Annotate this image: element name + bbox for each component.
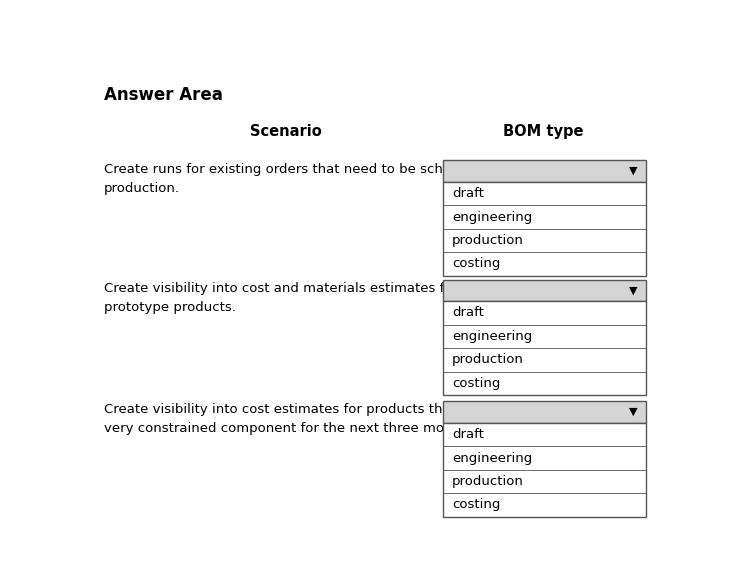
Text: Scenario: Scenario	[251, 123, 322, 139]
Text: costing: costing	[452, 377, 500, 390]
Bar	[444, 301, 646, 395]
Text: draft: draft	[452, 428, 483, 441]
Text: production: production	[452, 475, 524, 488]
Text: Create visibility into cost estimates for products that use a
very constrained c: Create visibility into cost estimates fo…	[103, 402, 496, 435]
Text: BOM type: BOM type	[503, 123, 584, 139]
Bar	[444, 182, 646, 276]
Text: ▼: ▼	[629, 285, 638, 295]
Text: costing: costing	[452, 257, 500, 270]
Text: engineering: engineering	[452, 330, 532, 343]
Text: production: production	[452, 353, 524, 366]
Text: Create runs for existing orders that need to be scheduled for
production.: Create runs for existing orders that nee…	[103, 163, 511, 195]
Text: engineering: engineering	[452, 452, 532, 464]
Bar	[444, 280, 646, 301]
Text: ▼: ▼	[629, 166, 638, 176]
Text: draft: draft	[452, 187, 483, 200]
Text: Answer Area: Answer Area	[103, 86, 223, 104]
Text: costing: costing	[452, 498, 500, 511]
Text: production: production	[452, 234, 524, 247]
Text: draft: draft	[452, 307, 483, 319]
Bar	[444, 160, 646, 182]
Text: ▼: ▼	[629, 407, 638, 417]
Text: Create visibility into cost and materials estimates for
prototype products.: Create visibility into cost and material…	[103, 282, 458, 314]
Bar	[444, 401, 646, 423]
Bar	[444, 423, 646, 517]
Text: engineering: engineering	[452, 211, 532, 223]
